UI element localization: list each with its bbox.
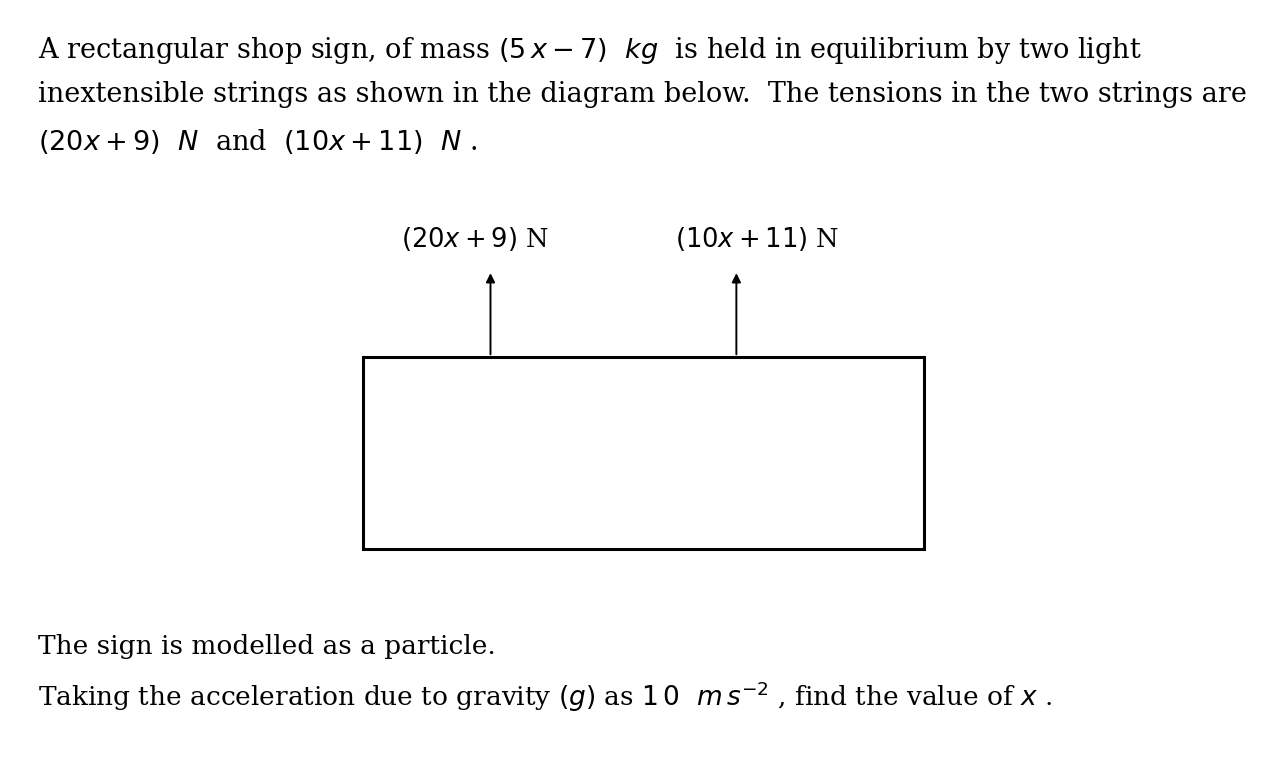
Bar [363,357,924,549]
Text: $(20x + 9)$  $N$  and  $(10x + 11)$  $N$ .: $(20x + 9)$ $N$ and $(10x + 11)$ $N$ . [38,127,478,156]
Text: The sign is modelled as a particle.: The sign is modelled as a particle. [38,634,496,659]
Text: $(10x + 11)$ N: $(10x + 11)$ N [675,226,840,253]
Text: Taking the acceleration due to gravity $( g )$ as $1\,0$  $m\,s^{-2}$ , find the: Taking the acceleration due to gravity $… [38,680,1052,714]
Text: inextensible strings as shown in the diagram below.  The tensions in the two str: inextensible strings as shown in the dia… [38,81,1247,108]
Text: $(20x + 9)$ N: $(20x + 9)$ N [401,226,549,253]
Text: A rectangular shop sign, of mass $(5\,x - 7)$  $kg$  is held in equilibrium by t: A rectangular shop sign, of mass $(5\,x … [38,35,1142,65]
